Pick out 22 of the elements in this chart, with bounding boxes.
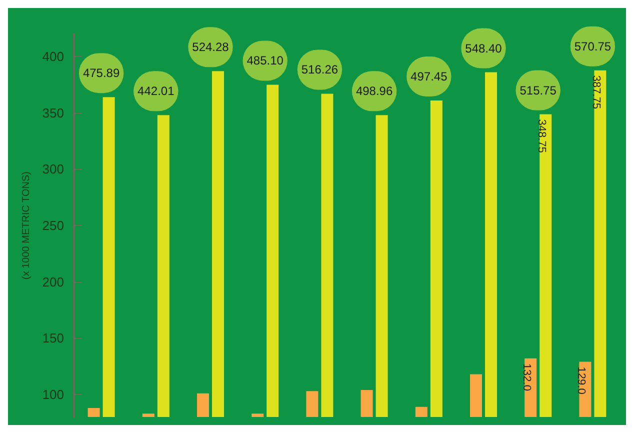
annotation: 497.45	[410, 69, 448, 84]
annotation: 524.28	[192, 40, 230, 54]
annotation: 475.89	[82, 66, 120, 80]
y-tick-label: 400	[42, 49, 64, 64]
annotation: 485.10	[246, 54, 284, 68]
annotation: 548.40	[465, 41, 502, 56]
y-tick-label: 350	[42, 105, 64, 120]
y-tick-label: 250	[42, 218, 64, 233]
annotation: 515.75	[520, 83, 557, 98]
y-axis-title: (x 1000 METRIC TONS)	[20, 172, 32, 280]
y-tick-label: 200	[42, 274, 64, 290]
y-tick-label: 150	[42, 330, 64, 346]
data-label: 129.0	[575, 366, 588, 394]
data-label: 348.75	[536, 119, 548, 153]
y-tick-label: 300	[42, 162, 64, 177]
y-tick-label: 100	[42, 386, 64, 402]
annotation: 516.26	[301, 62, 338, 77]
annotation: 498.96	[356, 84, 393, 98]
annotation: 442.01	[138, 84, 175, 98]
data-label: 132.0	[520, 363, 533, 391]
data-label: 387.75	[590, 75, 602, 109]
annotation: 570.75	[574, 39, 612, 54]
